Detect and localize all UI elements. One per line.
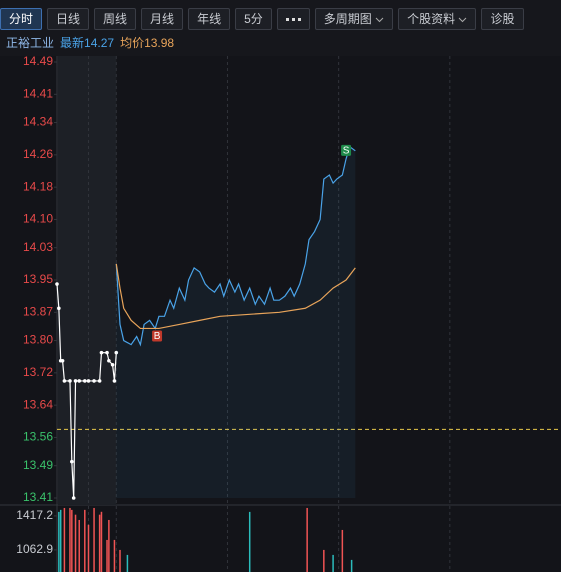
volume-bar (78, 519, 80, 572)
auction-point (71, 496, 76, 500)
y-tick-label: 13.87 (23, 304, 53, 318)
volume-bar (93, 507, 95, 572)
tab[interactable]: 月线 (141, 8, 184, 30)
volume-bar (63, 507, 66, 572)
auction-point (97, 379, 102, 383)
auction-point (86, 379, 91, 383)
menu-label: 多周期图 (323, 12, 372, 26)
auction-point (57, 306, 61, 311)
y-tick-label: 14.41 (23, 86, 53, 100)
y-tick-label: 14.18 (23, 179, 53, 193)
volume-tick-label: 1062.9 (16, 542, 53, 556)
volume-bar (323, 549, 325, 572)
latest-price: 14.27 (84, 36, 115, 50)
auction-point (110, 362, 115, 367)
stock-name: 正裕工业 (6, 36, 55, 50)
volume-bar (59, 509, 62, 572)
tab[interactable]: 年线 (188, 8, 231, 30)
volume-bar (108, 519, 110, 572)
volume-bar (71, 509, 73, 572)
volume-bar (341, 529, 344, 572)
auction-point (62, 379, 67, 383)
toolbar: 分时 日线 周线 月线 年线 5分 多周期图 个股资料 诊股 (0, 8, 524, 30)
y-tick-label: 14.03 (23, 240, 53, 254)
auction-point (112, 379, 117, 383)
auction-point (99, 350, 104, 355)
auction-point (73, 379, 78, 383)
tab[interactable]: 5分 (235, 8, 272, 30)
volume-bar (58, 511, 60, 572)
volume-bar (306, 507, 308, 572)
volume-bar (87, 524, 90, 572)
chevron (375, 17, 384, 23)
volume-bar (100, 511, 103, 572)
price-area (116, 146, 356, 498)
avg-price: 13.98 (144, 36, 175, 50)
auction-point (82, 379, 87, 383)
y-tick-label: 13.72 (23, 365, 53, 379)
more-button[interactable] (276, 8, 310, 30)
menu[interactable]: 个股资料 (398, 8, 477, 30)
y-tick-label: 13.64 (23, 397, 53, 411)
auction-bg (58, 56, 117, 505)
y-tick-label: 14.34 (23, 115, 53, 129)
marker-label: S (343, 145, 350, 156)
y-tick-label: 14.26 (23, 147, 53, 161)
auction-point (68, 379, 72, 383)
chevron (459, 17, 467, 23)
volume-bar (248, 511, 251, 572)
auction-point (105, 350, 109, 355)
tab[interactable]: 周线 (94, 8, 137, 30)
trade-marker: S (341, 144, 352, 156)
series-line (115, 263, 356, 330)
menu-label: 个股资料 (407, 12, 456, 26)
volume-bar (84, 509, 86, 572)
series-line (115, 145, 356, 347)
avg-label: 均价 (120, 36, 145, 50)
volume-bar (332, 554, 334, 572)
marker-label: B (154, 331, 161, 342)
volume-bar (350, 559, 353, 572)
auction-point (55, 282, 59, 286)
volume-bar (74, 514, 77, 572)
trade-marker: B (152, 330, 163, 342)
menu[interactable]: 多周期图 (314, 8, 394, 30)
auction-point (114, 350, 119, 355)
y-tick-label: 13.49 (23, 458, 53, 472)
quote-info: 正裕工业 最新14.27 均价13.98 (6, 34, 180, 51)
y-tick-label: 14.49 (23, 54, 53, 68)
auction-point (70, 459, 74, 464)
y-tick-label: 13.41 (23, 490, 53, 504)
tab[interactable]: 分时 (0, 8, 43, 30)
auction-point (107, 358, 111, 363)
y-tick-label: 13.95 (23, 272, 53, 286)
volume-bar (126, 554, 129, 572)
latest-label: 最新 (60, 36, 85, 50)
y-tick-label: 13.80 (23, 333, 53, 347)
auction-point (92, 379, 96, 383)
volume-bar (113, 539, 116, 572)
y-tick-label: 14.10 (23, 212, 53, 226)
volume-bar (69, 507, 71, 572)
tab[interactable]: 诊股 (481, 8, 524, 30)
y-tick-label: 13.56 (23, 430, 53, 444)
volume-bar (119, 549, 121, 572)
marker-box (341, 144, 352, 156)
volume-bar (106, 539, 108, 572)
auction-point (60, 358, 65, 363)
volume-tick-label: 1417.2 (16, 508, 53, 522)
tab[interactable]: 日线 (47, 8, 90, 30)
auction-point (77, 379, 82, 383)
marker-box (152, 330, 163, 342)
volume-bar (98, 514, 101, 572)
